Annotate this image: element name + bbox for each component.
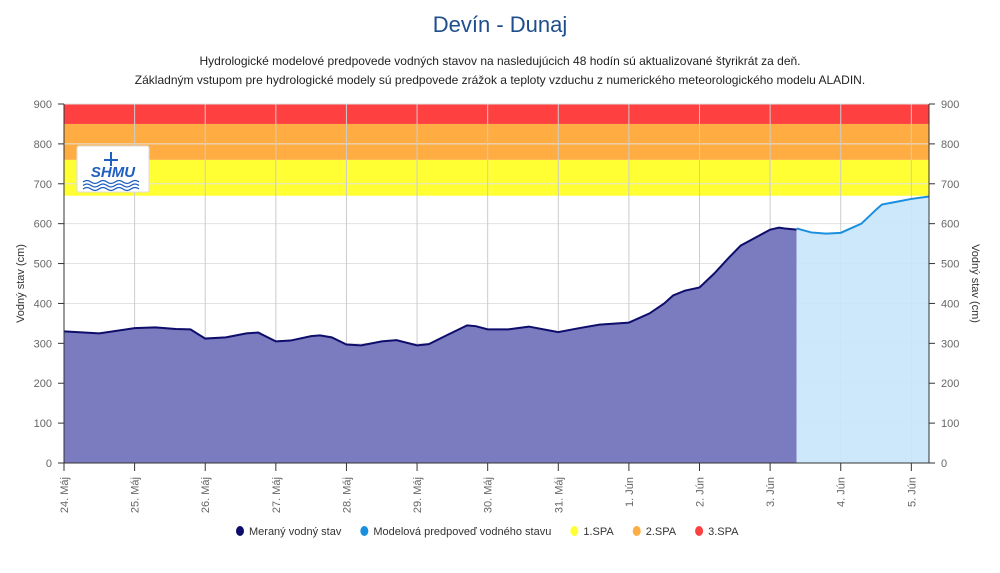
- y-tick-label-left: 600: [34, 219, 52, 231]
- legend-label-0[interactable]: Meraný vodný stav: [249, 526, 342, 538]
- shmu-logo-wave: [82, 186, 140, 192]
- y-tick-label-left: 200: [34, 378, 52, 390]
- chart-subtitle-1: Hydrologické modelové predpovede vodných…: [199, 54, 801, 68]
- shmu-logo-text: SHMU: [91, 164, 136, 181]
- series-area-1: [796, 196, 929, 463]
- series-line-1: [796, 195, 930, 235]
- y-tick-label-right: 400: [941, 298, 959, 310]
- legend-label-3[interactable]: 2.SPA: [646, 526, 677, 538]
- x-tick-label: 28. Máj: [341, 477, 353, 513]
- y-tick-label-right: 0: [941, 458, 947, 470]
- x-tick-label: 4. Jún: [836, 477, 848, 507]
- legend-label-4[interactable]: 3.SPA: [708, 526, 739, 538]
- legend-marker-0: [236, 526, 244, 536]
- shmu-logo-mast: [104, 152, 118, 166]
- y-tick-label-right: 500: [941, 259, 959, 271]
- x-tick-label: 2. Jún: [695, 477, 707, 507]
- legend-marker-2: [570, 526, 579, 536]
- legend-marker-4: [695, 526, 704, 536]
- x-tick-label: 1. Jún: [624, 477, 636, 507]
- y-tick-label-left: 700: [34, 179, 52, 191]
- series-area-0: [64, 227, 797, 463]
- legend-label-2[interactable]: 1.SPA: [583, 526, 614, 538]
- y-tick-label-left: 100: [34, 418, 52, 430]
- series-line-0: [63, 226, 797, 347]
- y-tick-label-left: 500: [34, 259, 52, 271]
- y-tick-label-left: 300: [34, 338, 52, 350]
- y-tick-label-left: 900: [34, 99, 52, 111]
- x-tick-label: 29. Máj: [412, 477, 424, 513]
- x-tick-label: 26. Máj: [200, 477, 212, 513]
- y-tick-label-right: 100: [941, 418, 959, 430]
- chart-subtitle-2: Základným vstupom pre hydrologické model…: [134, 73, 866, 87]
- shmu-logo-wave: [82, 179, 140, 185]
- legend-marker-1: [360, 526, 369, 536]
- x-tick-label: 3. Jún: [765, 477, 777, 507]
- x-tick-label: 31. Máj: [553, 477, 565, 513]
- x-tick-label: 27. Máj: [271, 477, 283, 513]
- y-tick-label-right: 700: [941, 179, 959, 191]
- y-axis-label-right: Vodný stav (cm): [969, 244, 981, 323]
- x-tick-label: 24. Máj: [59, 477, 71, 513]
- x-tick-label: 25. Máj: [130, 477, 142, 513]
- y-tick-label-left: 800: [34, 139, 52, 151]
- shmu-logo: [76, 145, 150, 193]
- band-2.SPA: [64, 123, 929, 160]
- shmu-logo-wave: [82, 183, 140, 188]
- y-tick-label-right: 900: [941, 99, 959, 111]
- y-tick-label-left: 400: [34, 298, 52, 310]
- y-tick-label-right: 600: [941, 219, 959, 231]
- legend-label-1[interactable]: Modelová predpoveď vodného stavu: [373, 526, 551, 538]
- y-tick-label-right: 300: [941, 338, 959, 350]
- band-1.SPA: [64, 159, 929, 196]
- y-tick-label-left: 0: [46, 458, 52, 470]
- y-tick-label-right: 200: [941, 378, 959, 390]
- y-axis-label-left: Vodný stav (cm): [15, 244, 27, 323]
- x-tick-label: 5. Jún: [906, 477, 918, 507]
- x-tick-label: 30. Máj: [483, 477, 495, 513]
- chart-title: Devín - Dunaj: [432, 12, 568, 37]
- band-3.SPA: [64, 104, 929, 124]
- y-tick-label-right: 800: [941, 139, 959, 151]
- legend-marker-3: [632, 526, 641, 536]
